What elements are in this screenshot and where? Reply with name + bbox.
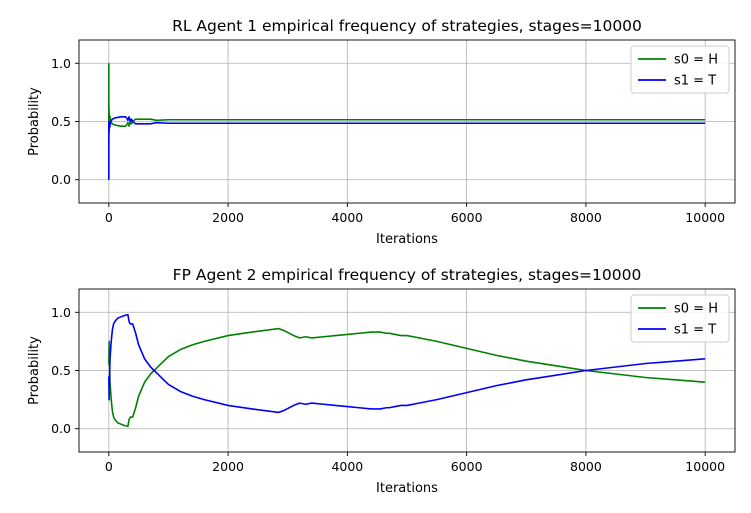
chart-title: FP Agent 2 empirical frequency of strate… <box>173 266 642 284</box>
legend-label-s0: s0 = H <box>674 302 718 317</box>
x-tick-label: 2000 <box>212 210 244 225</box>
x-tick-label: 0 <box>105 210 113 225</box>
y-tick-label: 1.0 <box>51 56 71 71</box>
x-tick-label: 10000 <box>685 210 725 225</box>
x-tick-label: 4000 <box>331 459 363 474</box>
legend-label-s1: s1 = T <box>674 323 716 338</box>
y-tick-label: 0.0 <box>51 172 71 187</box>
y-tick-label: 0.0 <box>51 421 71 436</box>
legend-box <box>630 45 730 94</box>
legend-box <box>630 294 730 343</box>
series-line-s0 <box>108 63 706 127</box>
chart-agent-1: 0 2000 4000 6000 8000 10000 0.0 0.5 1.0 RL Agent … <box>27 17 736 247</box>
legend: s0 = H s1 = T <box>630 45 730 94</box>
x-axis-label: Iterations <box>376 481 438 496</box>
y-tick-label: 0.5 <box>51 114 71 129</box>
legend-label-s0: s0 = H <box>674 53 718 68</box>
y-axis-label: Probability <box>27 87 42 156</box>
series-line-s0 <box>108 327 706 428</box>
y-axis-label: Probability <box>27 336 42 405</box>
x-tick-label: 0 <box>105 459 113 474</box>
series-line-s1 <box>108 116 706 180</box>
x-axis-label: Iterations <box>376 232 438 247</box>
x-tick-label: 4000 <box>331 210 363 225</box>
x-tick-label: 8000 <box>570 459 602 474</box>
x-tick-label: 6000 <box>451 210 483 225</box>
x-tick-label: 8000 <box>570 210 602 225</box>
y-tick-label: 0.5 <box>51 363 71 378</box>
x-tick-label: 2000 <box>212 459 244 474</box>
legend: s0 = H s1 = T <box>630 294 730 343</box>
chart-title: RL Agent 1 empirical frequency of strate… <box>172 17 642 35</box>
x-tick-label: 6000 <box>451 459 483 474</box>
y-tick-label: 1.0 <box>51 305 71 320</box>
x-tick-label: 10000 <box>685 459 725 474</box>
series-line-s1 <box>108 313 706 414</box>
legend-label-s1: s1 = T <box>674 74 716 89</box>
chart-agent-2: 0 2000 4000 6000 8000 10000 0.0 0.5 1.0 FP Agent … <box>27 266 736 496</box>
